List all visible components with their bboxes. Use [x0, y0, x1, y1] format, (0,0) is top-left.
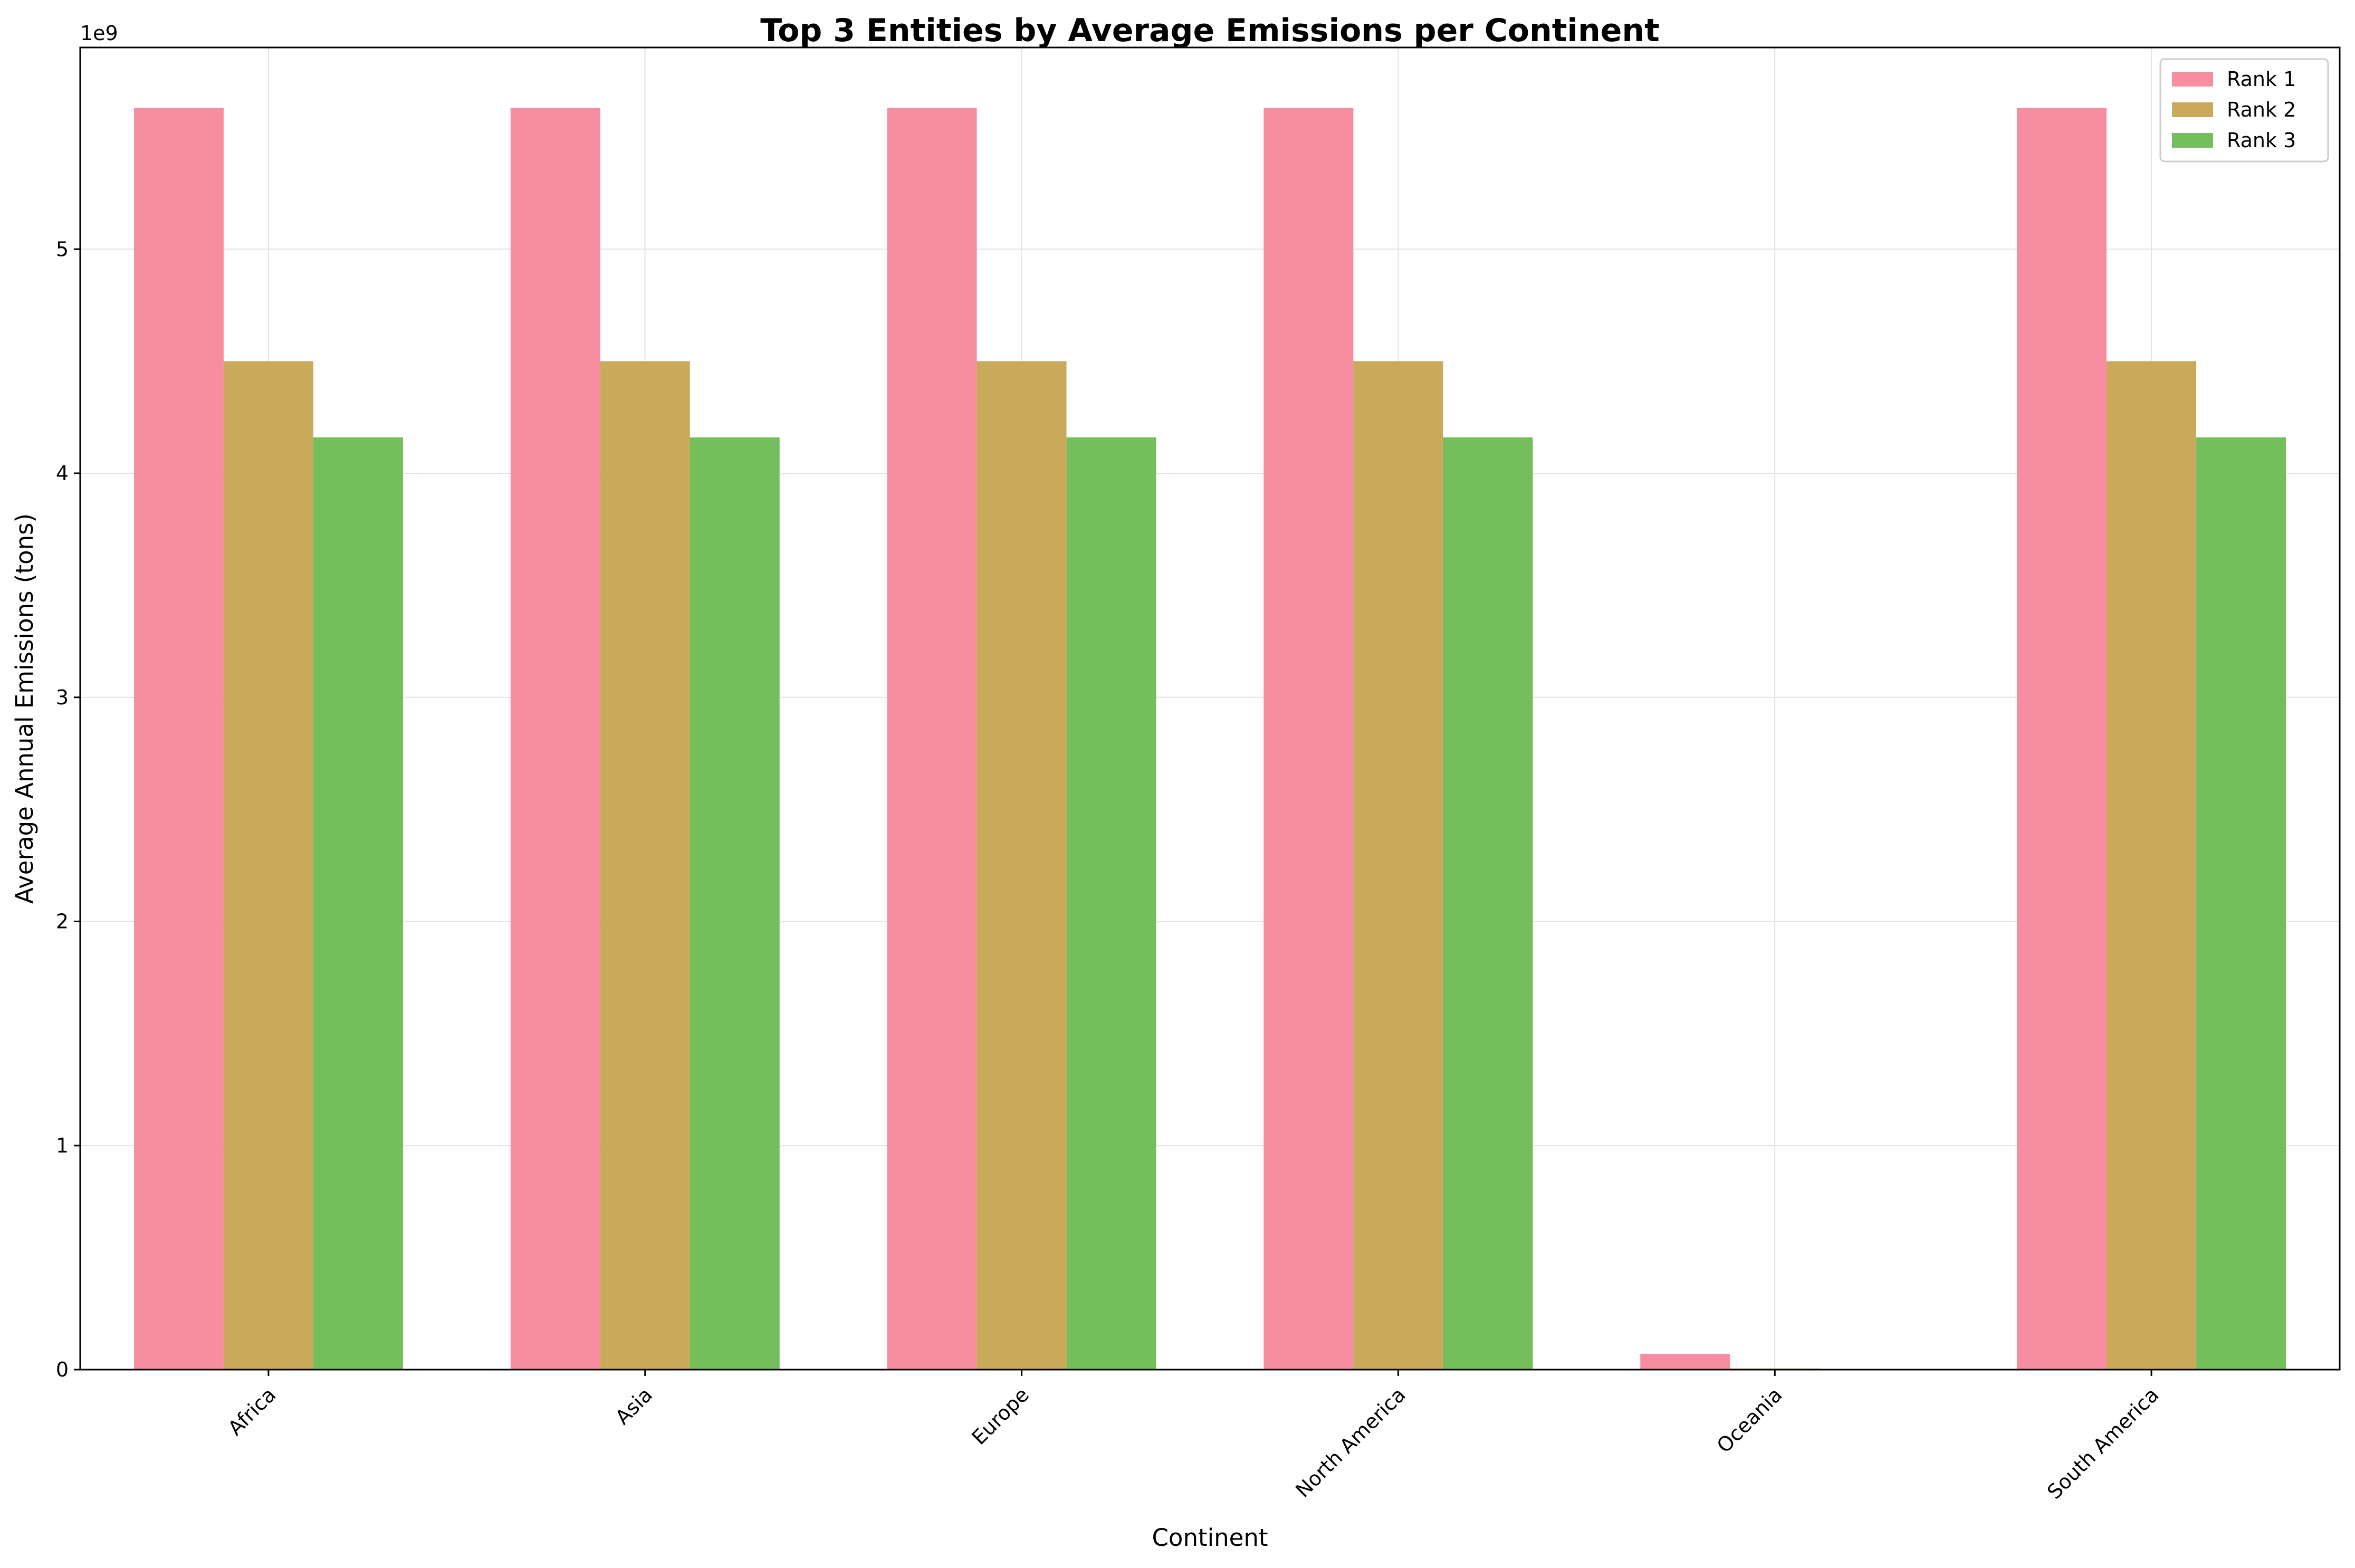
bar [600, 361, 690, 1370]
bar [1443, 437, 1533, 1370]
bar [1066, 437, 1156, 1370]
legend-label: Rank 2 [2227, 98, 2296, 121]
chart-title: Top 3 Entities by Average Emissions per … [760, 12, 1660, 49]
x-axis-label: Continent [1152, 1524, 1268, 1552]
y-tick-label: 3 [56, 686, 69, 709]
bar [133, 108, 224, 1370]
legend: Rank 1 Rank 2 Rank 3 [2159, 58, 2329, 162]
bar [223, 361, 313, 1370]
y-axis-offset-text: 1e9 [80, 22, 118, 45]
bar [977, 361, 1067, 1370]
legend-label: Rank 1 [2227, 68, 2296, 91]
bar [510, 108, 600, 1370]
bar [313, 437, 403, 1370]
bar [1263, 108, 1354, 1370]
bar [2107, 361, 2197, 1370]
bar [1640, 1354, 1730, 1370]
bar [2017, 108, 2107, 1370]
bar [2196, 437, 2286, 1370]
legend-label: Rank 3 [2227, 129, 2296, 152]
legend-swatch [2172, 72, 2213, 87]
plot-frame [79, 46, 2341, 1371]
y-tick-label: 1 [56, 1134, 69, 1157]
y-tick-label: 5 [56, 237, 69, 261]
bar [1353, 361, 1443, 1370]
bars [133, 108, 2286, 1370]
bar [887, 108, 977, 1370]
y-tick-label: 4 [56, 462, 69, 485]
y-tick-label: 0 [56, 1358, 69, 1381]
y-axis-label: Average Annual Emissions (tons) [11, 513, 39, 904]
legend-swatch [2172, 102, 2213, 117]
y-tick-label: 2 [56, 910, 69, 933]
bar [690, 437, 780, 1370]
legend-swatch [2172, 133, 2213, 148]
